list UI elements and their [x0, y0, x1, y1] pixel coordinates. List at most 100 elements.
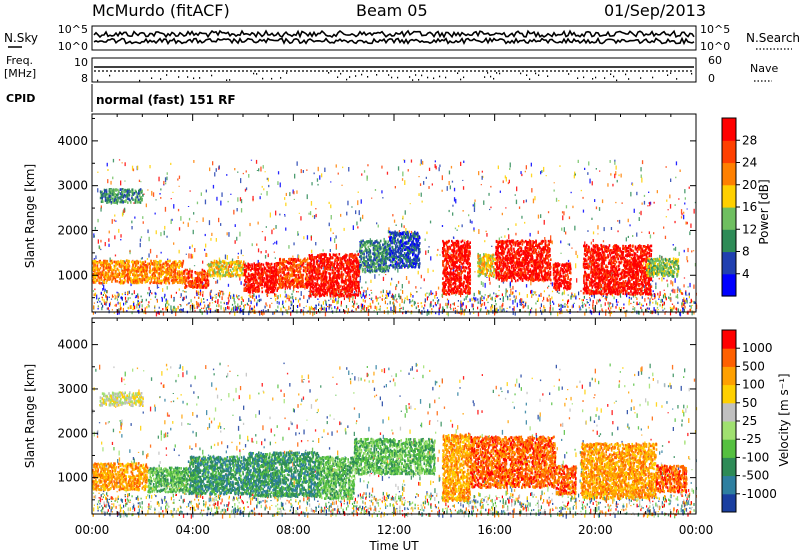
scatter-cell: [610, 227, 613, 230]
echo-cell: [260, 268, 262, 272]
echo-cell: [294, 274, 296, 277]
scatter-cell: [337, 172, 339, 175]
scatter-cell: [462, 210, 464, 212]
echo-cell: [273, 262, 276, 266]
scatter-cell: [387, 292, 389, 295]
scatter-cell: [498, 270, 501, 275]
scatter-cell: [317, 166, 319, 172]
freq-tick-top: 10: [74, 56, 88, 69]
echo-cell: [265, 277, 267, 281]
echo-cell: [207, 282, 209, 285]
scatter-cell: [628, 300, 630, 306]
scatter-cell: [276, 240, 278, 245]
scatter-cell: [151, 190, 153, 196]
scatter-cell: [268, 291, 270, 295]
scatter-cell: [359, 275, 361, 280]
echo-cell: [130, 201, 132, 204]
scatter-cell: [636, 301, 638, 306]
echo-cell: [254, 268, 257, 272]
scatter-cell: [215, 168, 217, 172]
scatter-cell: [249, 295, 251, 298]
scatter-cell: [100, 239, 102, 243]
echo-cell: [281, 278, 283, 282]
scatter-cell: [367, 311, 370, 316]
scatter-cell: [468, 214, 470, 217]
scatter-cell: [361, 173, 363, 176]
scatter-cell: [535, 302, 537, 304]
echo-cell: [110, 201, 113, 204]
echo-cell: [297, 273, 300, 277]
echo-cell: [292, 264, 294, 267]
echo-cell: [249, 290, 252, 294]
scatter-cell: [188, 253, 190, 259]
echo-cell: [305, 259, 308, 262]
scatter-cell: [297, 305, 299, 308]
echo-cell: [111, 278, 114, 281]
echo-cell: [96, 271, 98, 275]
scatter-cell: [525, 284, 528, 288]
scatter-cell: [603, 227, 605, 232]
scatter-cell: [412, 299, 414, 302]
echo-cell: [110, 196, 113, 199]
scatter-cell: [293, 198, 295, 200]
scatter-cell: [435, 293, 438, 295]
echo-cell: [210, 265, 213, 268]
echo-cell: [135, 190, 137, 194]
scatter-cell: [117, 293, 119, 296]
scatter-cell: [322, 249, 324, 252]
scatter-cell: [515, 223, 517, 226]
echo-cell: [130, 270, 133, 274]
echo-cell: [101, 270, 104, 273]
scatter-cell: [173, 242, 175, 245]
scatter-cell: [460, 303, 462, 309]
echo-cell: [105, 193, 108, 196]
echo-cell: [199, 271, 202, 274]
scatter-cell: [535, 308, 537, 312]
scatter-cell: [252, 195, 254, 201]
echo-cell: [229, 261, 231, 264]
scatter-cell: [216, 304, 218, 307]
scatter-cell: [405, 276, 408, 280]
scatter-cell: [240, 301, 243, 305]
scatter-cell: [618, 219, 621, 224]
scatter-cell: [218, 165, 220, 169]
scatter-cell: [498, 290, 500, 292]
echo-cell: [194, 284, 197, 288]
scatter-cell: [641, 177, 643, 183]
echo-cell: [222, 274, 224, 277]
scatter-cell: [548, 259, 550, 263]
echo-cell: [120, 265, 123, 269]
scatter-cell: [256, 170, 259, 171]
scatter-cell: [623, 307, 625, 310]
echo-cell: [299, 273, 302, 276]
scatter-cell: [383, 298, 385, 300]
scatter-cell: [96, 294, 98, 300]
echo-cell: [260, 262, 263, 266]
scatter-cell: [390, 282, 392, 286]
scatter-cell: [330, 237, 332, 242]
echo-cell: [179, 273, 181, 277]
scatter-cell: [446, 312, 448, 316]
scatter-cell: [590, 269, 592, 273]
scatter-cell: [663, 289, 665, 291]
echo-cell: [201, 281, 203, 284]
scatter-cell: [473, 202, 476, 208]
echo-cell: [295, 277, 297, 281]
noise-trace-0: [93, 29, 695, 39]
scatter-cell: [144, 307, 146, 313]
scatter-cell: [234, 308, 237, 311]
echo-cell: [240, 266, 242, 269]
scatter-cell: [193, 304, 195, 308]
scatter-cell: [502, 281, 505, 284]
freq-dropout: [568, 73, 570, 75]
echo-cell: [144, 272, 146, 276]
freq-dropout: [337, 76, 339, 78]
scatter-cell: [498, 285, 500, 288]
scatter-cell: [556, 290, 559, 293]
scatter-cell: [609, 160, 611, 163]
echo-cell: [285, 260, 288, 263]
echo-cell: [119, 277, 121, 280]
scatter-cell: [550, 311, 552, 316]
scatter-cell: [113, 219, 116, 222]
echo-cell: [99, 276, 101, 280]
